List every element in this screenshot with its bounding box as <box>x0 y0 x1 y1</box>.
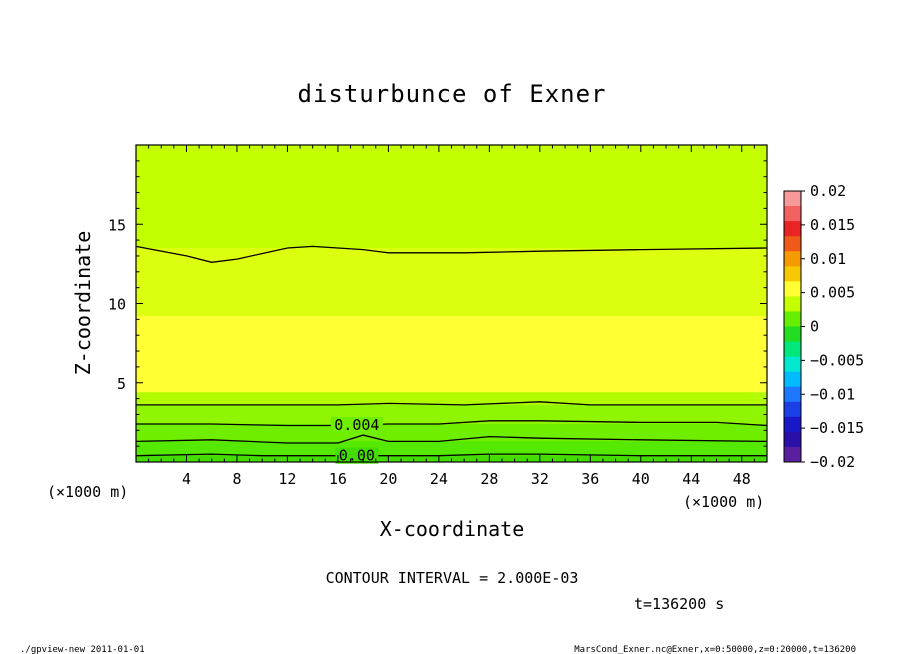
colorbar-tick-label: 0 <box>810 318 819 336</box>
x-axis: 4 8 12 16 20 24 28 32 36 40 44 48 <box>135 145 768 488</box>
colorbar-segment <box>784 191 801 207</box>
x-axis-unit-left: (×1000 m) <box>47 483 128 501</box>
contour-line-0 <box>135 245 768 263</box>
colorbar-segment <box>784 416 801 433</box>
contour-line-4 <box>135 453 767 457</box>
colorbar-segment <box>784 341 801 358</box>
x-axis-label: X-coordinate <box>380 517 525 541</box>
colorbar-tick-label: −0.01 <box>810 385 855 403</box>
colorbar-segment <box>784 311 801 327</box>
contour-interval-text: CONTOUR INTERVAL = 2.000E-03 <box>326 569 579 587</box>
y-axis-label: Z-coordinate <box>71 231 95 376</box>
y-tick-label: 5 <box>117 375 126 393</box>
x-tick-label: 36 <box>581 470 599 488</box>
colorbar-segment <box>784 356 801 373</box>
x-tick-label: 12 <box>278 470 296 488</box>
colorbar-segment <box>784 251 801 267</box>
colorbar-segment <box>784 236 801 252</box>
colorbar-segment <box>784 401 801 418</box>
colorbar-tick-label: 0.01 <box>810 250 846 268</box>
colorbar-segment <box>784 386 801 403</box>
colorbar-segment <box>784 431 801 448</box>
colorbar-segment <box>784 371 801 388</box>
colorbar-segment <box>784 266 801 282</box>
x-tick-label: 32 <box>531 470 549 488</box>
contour-label-4: 0.00 <box>339 447 375 465</box>
y-axis: 5 10 15 <box>108 144 767 463</box>
y-tick-label: 10 <box>108 296 126 314</box>
footer-right: MarsCond_Exner.nc@Exner,x=0:50000,z=0:20… <box>574 645 856 654</box>
x-tick-label: 44 <box>682 470 700 488</box>
contour-label-bg-2 <box>330 416 383 433</box>
colorbar-segment <box>784 326 801 343</box>
colorbar-segment <box>784 446 801 463</box>
contour-line-2 <box>136 420 768 427</box>
y-tick-label: 15 <box>108 216 126 234</box>
contour-label-bg-4 <box>335 447 379 464</box>
x-tick-label: 40 <box>632 470 650 488</box>
x-tick-label: 8 <box>232 470 241 488</box>
contour-line-3 <box>135 434 768 444</box>
time-text: t=136200 s <box>634 595 724 613</box>
colorbar-tick-label: 0.015 <box>810 216 855 234</box>
colorbar-segment <box>784 221 801 237</box>
colorbar-tick-label: 0.02 <box>810 182 846 200</box>
x-tick-label: 20 <box>379 470 397 488</box>
plot-area: 0.004 0.00 <box>135 144 768 465</box>
colorbar-tick-label: −0.015 <box>810 419 864 437</box>
colorbar-tick-label: −0.005 <box>810 351 864 369</box>
colorbar: 0.02 0.015 0.01 0.005 0 −0.005 −0.01 −0.015 −0.0… <box>783 182 864 471</box>
colorbar-segment <box>784 206 801 222</box>
x-tick-label: 4 <box>182 470 191 488</box>
x-tick-label: 16 <box>329 470 347 488</box>
x-axis-unit-right: (×1000 m) <box>683 493 764 511</box>
colorbar-segment <box>784 296 801 312</box>
contour-line-1 <box>136 401 767 406</box>
x-tick-label: 24 <box>430 470 448 488</box>
footer-left: ./gpview-new 2011-01-01 <box>20 645 145 654</box>
colorbar-tick-label: −0.02 <box>810 453 855 471</box>
x-tick-label: 48 <box>733 470 751 488</box>
colorbar-segment <box>784 281 801 297</box>
x-tick-label: 28 <box>480 470 498 488</box>
colorbar-tick-label: 0.005 <box>810 284 855 302</box>
chart-title: disturbunce of Exner <box>298 80 607 108</box>
contour-label-2: 0.004 <box>334 416 379 434</box>
